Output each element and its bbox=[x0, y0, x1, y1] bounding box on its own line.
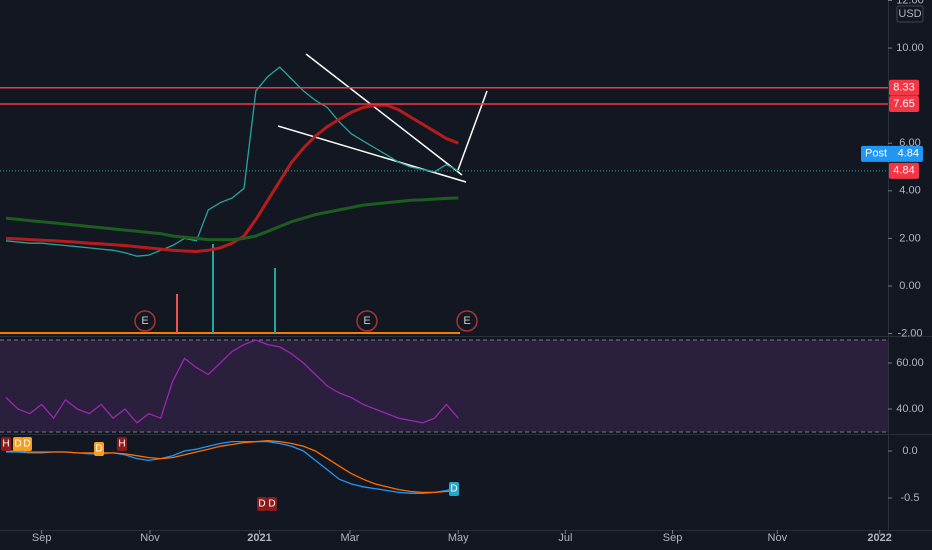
post-box bbox=[861, 145, 923, 162]
price-label: 7.65 bbox=[893, 98, 914, 110]
y-tick-label: 60.00 bbox=[896, 357, 924, 369]
event-marker bbox=[257, 497, 267, 511]
y-tick-label: -2.00 bbox=[897, 327, 922, 339]
y-tick-label: 12.00 bbox=[896, 0, 924, 6]
earnings-marker bbox=[456, 310, 478, 332]
x-tick-label: Nov bbox=[140, 532, 160, 544]
currency: USD bbox=[898, 8, 921, 20]
last-price-label: 4.84 bbox=[893, 165, 914, 177]
event-marker bbox=[449, 482, 459, 496]
event-label: D bbox=[14, 439, 21, 450]
earnings-marker bbox=[356, 310, 378, 332]
x-tick-label: Jul bbox=[558, 532, 572, 544]
y-tick-label: 10.00 bbox=[896, 42, 924, 54]
event-label: D bbox=[95, 444, 102, 455]
event-marker bbox=[1, 437, 11, 451]
x-tick-label: Nov bbox=[768, 532, 788, 544]
y-tick-label: 2.00 bbox=[899, 232, 920, 244]
x-tick-label: Sep bbox=[663, 532, 683, 544]
event-label: D bbox=[450, 484, 457, 495]
event-label: D bbox=[23, 439, 30, 450]
event-label: D bbox=[258, 499, 265, 510]
post-price: 4.84 bbox=[898, 148, 919, 160]
last-price-box bbox=[889, 162, 919, 179]
event-marker bbox=[13, 437, 23, 451]
trendline bbox=[305, 53, 463, 176]
x-tick-label: Sep bbox=[32, 532, 52, 544]
earnings-marker bbox=[134, 310, 156, 332]
event-marker bbox=[117, 437, 127, 451]
event-marker bbox=[22, 437, 32, 451]
price-label: 8.33 bbox=[893, 82, 914, 94]
event-label: H bbox=[118, 439, 125, 450]
x-tick-label: 2022 bbox=[867, 532, 891, 544]
post-label: Post bbox=[865, 148, 887, 160]
rsi-band bbox=[0, 340, 888, 432]
x-tick-label: May bbox=[448, 532, 469, 544]
series-line bbox=[5, 103, 459, 254]
event-label: D bbox=[268, 499, 275, 510]
currency-box bbox=[896, 5, 924, 23]
earnings-label: E bbox=[141, 315, 148, 327]
series-line bbox=[5, 66, 459, 257]
price-label-box bbox=[889, 79, 919, 96]
trendline bbox=[277, 125, 467, 183]
x-tick-label: Mar bbox=[340, 532, 359, 544]
event-label: H bbox=[2, 439, 9, 450]
y-tick-label: 40.00 bbox=[896, 403, 924, 415]
y-tick-label: 0.0 bbox=[902, 445, 917, 457]
series-line bbox=[6, 440, 459, 494]
y-tick-label: 0.00 bbox=[899, 280, 920, 292]
earnings-label: E bbox=[363, 315, 370, 327]
y-tick-label: 4.00 bbox=[899, 185, 920, 197]
y-tick-label: -0.5 bbox=[901, 492, 920, 504]
earnings-label: E bbox=[463, 315, 470, 327]
series-line bbox=[5, 339, 459, 424]
x-tick-label: 2021 bbox=[247, 532, 271, 544]
series-line bbox=[5, 196, 459, 242]
event-marker bbox=[94, 442, 104, 456]
event-marker bbox=[267, 497, 277, 511]
volume bbox=[0, 244, 460, 334]
price-label-box bbox=[889, 95, 919, 112]
